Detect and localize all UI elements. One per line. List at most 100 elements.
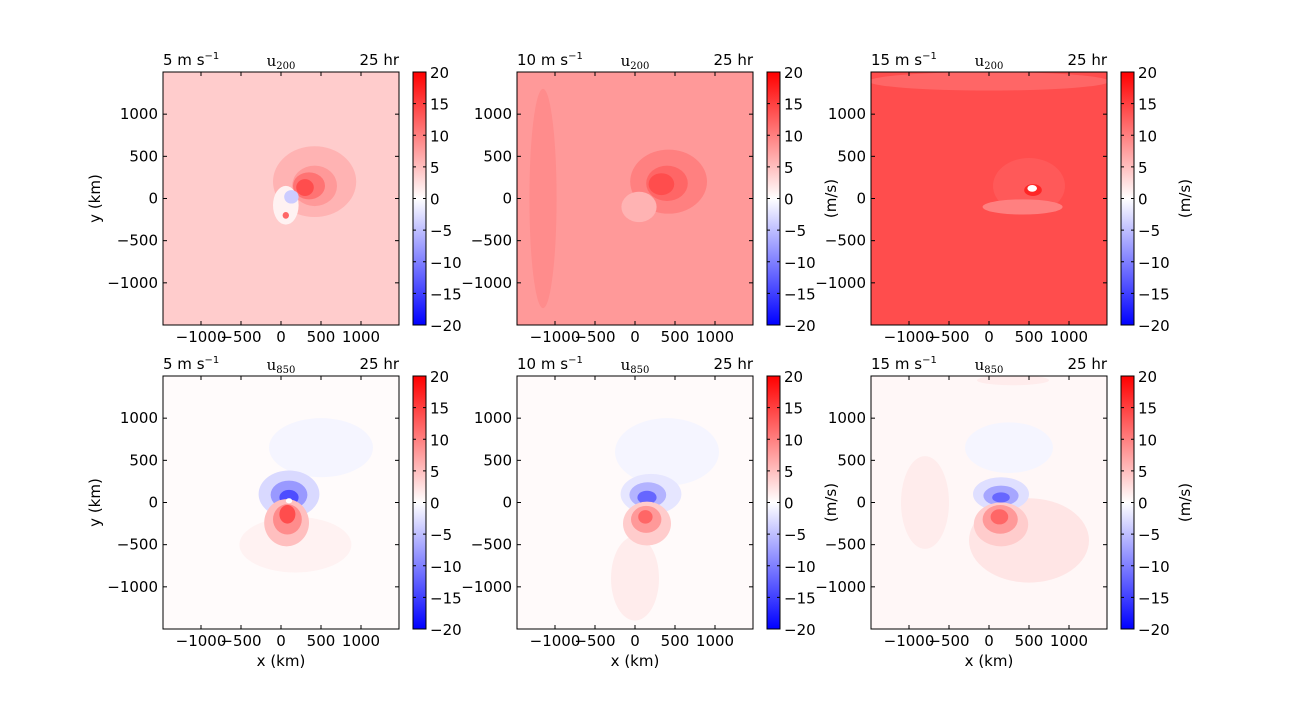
heatmap-feature-1 — [615, 418, 719, 486]
x-tick-label: 0 — [276, 328, 286, 346]
y-tick-label: 0 — [856, 494, 866, 512]
y-axis-label: y (km) — [86, 174, 104, 223]
y-tick-label: 0 — [148, 494, 158, 512]
colorbar-label: (m/s) — [1176, 483, 1194, 522]
heatmap-field — [163, 376, 399, 629]
colorbar-tick-label: −5 — [784, 526, 806, 544]
y-axis-label: y (km) — [86, 478, 104, 527]
y-tick-label: 500 — [483, 451, 512, 469]
colorbar-tick-label: 0 — [1138, 495, 1148, 513]
title-center-subscript: 850 — [276, 365, 295, 376]
heatmap-feature-1 — [529, 88, 557, 309]
title-left: 10 m s−1 — [517, 355, 583, 373]
colorbar-tick-label: 5 — [1138, 463, 1148, 481]
colorbar: −20 −15 −10 −5 0 5 10 15 20 — [412, 368, 462, 639]
title-center-text: u — [621, 356, 631, 374]
y-tick-label: −1000 — [815, 578, 866, 596]
title-right: 25 hr — [1067, 355, 1107, 373]
x-tick-label: 500 — [307, 632, 336, 650]
y-tick-label: −500 — [117, 232, 158, 250]
title-left: 15 m s−1 — [871, 355, 937, 373]
colorbar-tick-label: −15 — [1138, 285, 1170, 303]
title-center-subscript: 200 — [630, 61, 649, 72]
x-tick-label: −500 — [928, 328, 969, 346]
colorbar: −20 −15 −10 −5 0 5 10 15 20 (m/s) — [766, 368, 840, 639]
title-left: 5 m s−1 — [163, 51, 219, 69]
heatmap-feature-8 — [638, 510, 653, 524]
x-tick-label: 0 — [984, 632, 994, 650]
title-left-superscript: −1 — [568, 355, 583, 366]
colorbar-tick-label: −15 — [430, 285, 462, 303]
y-tick-label: 0 — [502, 494, 512, 512]
title-left-text: 15 m s — [871, 355, 922, 373]
colorbar-tick-label: 5 — [784, 463, 794, 481]
heatmap-field — [517, 376, 753, 629]
title-left-text: 15 m s — [871, 51, 922, 69]
heatmap-feature-5 — [611, 536, 659, 621]
colorbar-tick-label: −5 — [1138, 222, 1160, 240]
heatmap-feature-1 — [269, 418, 373, 478]
title-center-subscript: 200 — [984, 61, 1003, 72]
x-tick-label: 1000 — [1050, 632, 1088, 650]
colorbar-tick-label: 20 — [1138, 368, 1157, 386]
colorbar-tick-label: −5 — [1138, 526, 1160, 544]
colorbar-tick-label: −15 — [784, 589, 816, 607]
colorbar-tick-label: 15 — [784, 96, 803, 114]
colorbar-tick-label: −10 — [1138, 558, 1170, 576]
colorbar-label: (m/s) — [1176, 179, 1194, 218]
colorbar-tick-label: 10 — [430, 127, 449, 145]
title-center-text: u — [975, 356, 985, 374]
title-center: u850 — [975, 356, 1004, 376]
colorbar: −20 −15 −10 −5 0 5 10 15 20 (m/s) — [1120, 64, 1194, 335]
title-center-text: u — [267, 356, 277, 374]
title-left-text: 10 m s — [517, 355, 568, 373]
heatmap-feature-2 — [901, 456, 949, 549]
x-tick-label: −500 — [220, 632, 261, 650]
y-tick-label: 1000 — [120, 409, 158, 427]
colorbar-tick-label: 15 — [430, 400, 449, 418]
x-tick-label: −1000 — [530, 632, 581, 650]
colorbar-label: (m/s) — [822, 483, 840, 522]
colorbar-tick-label: 0 — [430, 191, 440, 209]
y-tick-label: 500 — [129, 147, 158, 165]
title-right: 25 hr — [713, 51, 753, 69]
x-tick-label: 500 — [307, 328, 336, 346]
title-right: 25 hr — [713, 355, 753, 373]
x-tick-label: 500 — [1015, 328, 1044, 346]
heatmap-field — [871, 72, 1107, 325]
y-tick-label: 0 — [502, 190, 512, 208]
colorbar-tick-label: −20 — [784, 317, 816, 335]
heatmap-field — [871, 376, 1107, 629]
heatmap-feature-4 — [648, 173, 675, 196]
colorbar-tick-label: −5 — [430, 222, 452, 240]
colorbar-tick-label: 15 — [1138, 96, 1157, 114]
x-tick-label: 0 — [630, 632, 640, 650]
colorbar-tick-label: −5 — [430, 526, 452, 544]
colorbar-tick-label: −5 — [784, 222, 806, 240]
heatmap-feature-10 — [990, 509, 1009, 525]
x-tick-label: 500 — [1015, 632, 1044, 650]
title-left-text: 5 m s — [163, 355, 205, 373]
x-tick-label: −1000 — [176, 328, 227, 346]
title-center: u200 — [975, 52, 1004, 72]
x-tick-label: −500 — [220, 328, 261, 346]
y-tick-label: −500 — [471, 536, 512, 554]
title-center: u200 — [621, 52, 650, 72]
y-tick-label: 0 — [148, 190, 158, 208]
title-left-superscript: −1 — [922, 51, 937, 62]
y-tick-label: −500 — [471, 232, 512, 250]
title-center-text: u — [267, 52, 277, 70]
y-tick-label: 500 — [483, 147, 512, 165]
title-left-superscript: −1 — [205, 51, 220, 62]
colorbar: −20 −15 −10 −5 0 5 10 15 20 — [412, 64, 462, 335]
y-tick-label: 1000 — [828, 409, 866, 427]
y-tick-label: −1000 — [107, 274, 158, 292]
colorbar-tick-label: −20 — [430, 317, 462, 335]
heatmap-feature-7 — [992, 492, 1010, 503]
title-left-text: 5 m s — [163, 51, 205, 69]
x-axis-label: x (km) — [257, 652, 306, 670]
heatmap-feature-7 — [282, 211, 289, 219]
colorbar-tick-label: 20 — [784, 368, 803, 386]
y-tick-label: 1000 — [120, 105, 158, 123]
